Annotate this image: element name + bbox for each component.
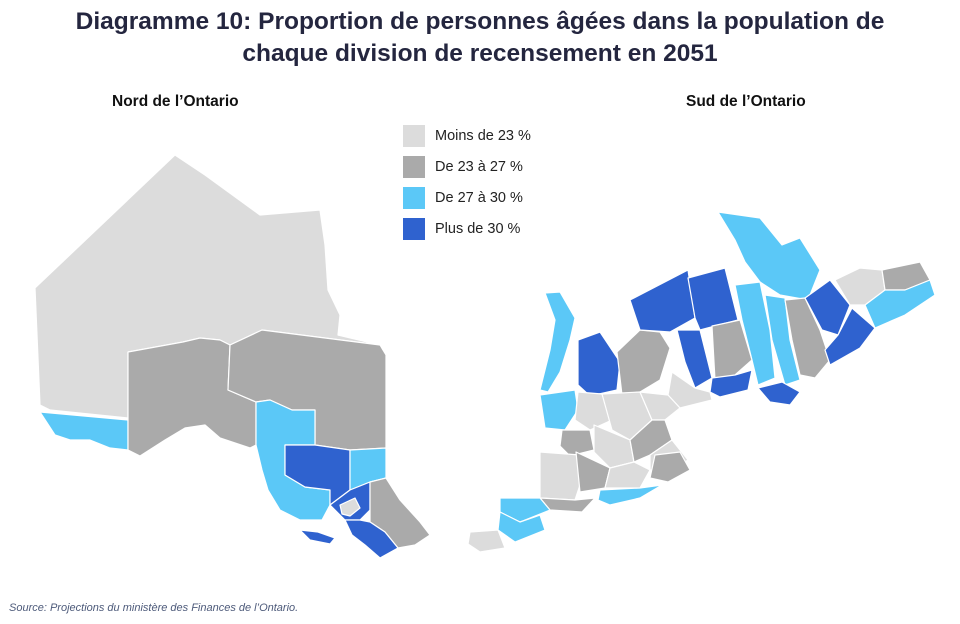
- region-muskoka[interactable]: [629, 269, 696, 333]
- legend-item: De 23 à 27 %: [403, 151, 531, 182]
- region-bruce-tip[interactable]: [539, 291, 576, 393]
- legend-swatch: [403, 155, 425, 178]
- legend-swatch: [403, 186, 425, 209]
- region-oxford[interactable]: [604, 461, 651, 489]
- region-parry-sound[interactable]: [344, 519, 399, 559]
- region-bruce[interactable]: [539, 389, 579, 431]
- region-leeds[interactable]: [824, 307, 876, 366]
- legend-swatch: [403, 124, 425, 147]
- title-line-2: chaque division de recensement en 2051: [242, 40, 718, 67]
- region-muskoka-north[interactable]: [717, 211, 821, 301]
- region-simcoe[interactable]: [616, 329, 671, 396]
- region-thunder-bay[interactable]: [127, 337, 257, 457]
- title-line-1: Diagramme 10: Proportion de personnes âg…: [75, 8, 885, 35]
- region-perth[interactable]: [559, 429, 595, 457]
- region-kent[interactable]: [499, 497, 551, 523]
- region-renfrew[interactable]: [369, 477, 431, 549]
- region-lennox[interactable]: [764, 294, 801, 386]
- legend-item: Plus de 30 %: [403, 213, 531, 244]
- region-york[interactable]: [639, 391, 681, 421]
- region-norfolk[interactable]: [597, 484, 663, 506]
- region-lanark[interactable]: [804, 279, 851, 336]
- source-note: Source: Projections du ministère des Fin…: [9, 602, 299, 614]
- legend-item: De 27 à 30 %: [403, 182, 531, 213]
- legend-label: De 23 à 27 %: [435, 158, 523, 175]
- region-niagara[interactable]: [649, 451, 691, 483]
- region-haliburton[interactable]: [687, 267, 739, 331]
- legend-label: Moins de 23 %: [435, 127, 531, 144]
- chart-title: Diagramme 10: Proportion de personnes âg…: [0, 6, 960, 70]
- north-map-label: Nord de l’Ontario: [112, 93, 239, 110]
- region-hastings[interactable]: [734, 281, 776, 386]
- region-rainy-river[interactable]: [39, 411, 129, 451]
- region-grey[interactable]: [577, 331, 621, 397]
- legend-item: Moins de 23 %: [403, 120, 531, 151]
- south-map-label: Sud de l’Ontario: [686, 93, 806, 110]
- region-peterborough[interactable]: [711, 319, 753, 381]
- legend-label: Plus de 30 %: [435, 220, 521, 237]
- region-windsor[interactable]: [467, 529, 506, 553]
- legend-swatch: [403, 217, 425, 240]
- region-stormont[interactable]: [864, 279, 936, 329]
- region-prince-edward[interactable]: [757, 381, 801, 406]
- legend: Moins de 23 % De 23 à 27 % De 27 à 30 % …: [403, 120, 531, 244]
- region-manitoulin[interactable]: [299, 529, 336, 545]
- region-kawartha[interactable]: [676, 329, 713, 389]
- north-ontario-map: [34, 154, 431, 559]
- region-greater-sudbury[interactable]: [339, 497, 361, 517]
- region-huron[interactable]: [574, 391, 613, 431]
- south-ontario-map: [467, 211, 936, 553]
- legend-label: De 27 à 30 %: [435, 189, 523, 206]
